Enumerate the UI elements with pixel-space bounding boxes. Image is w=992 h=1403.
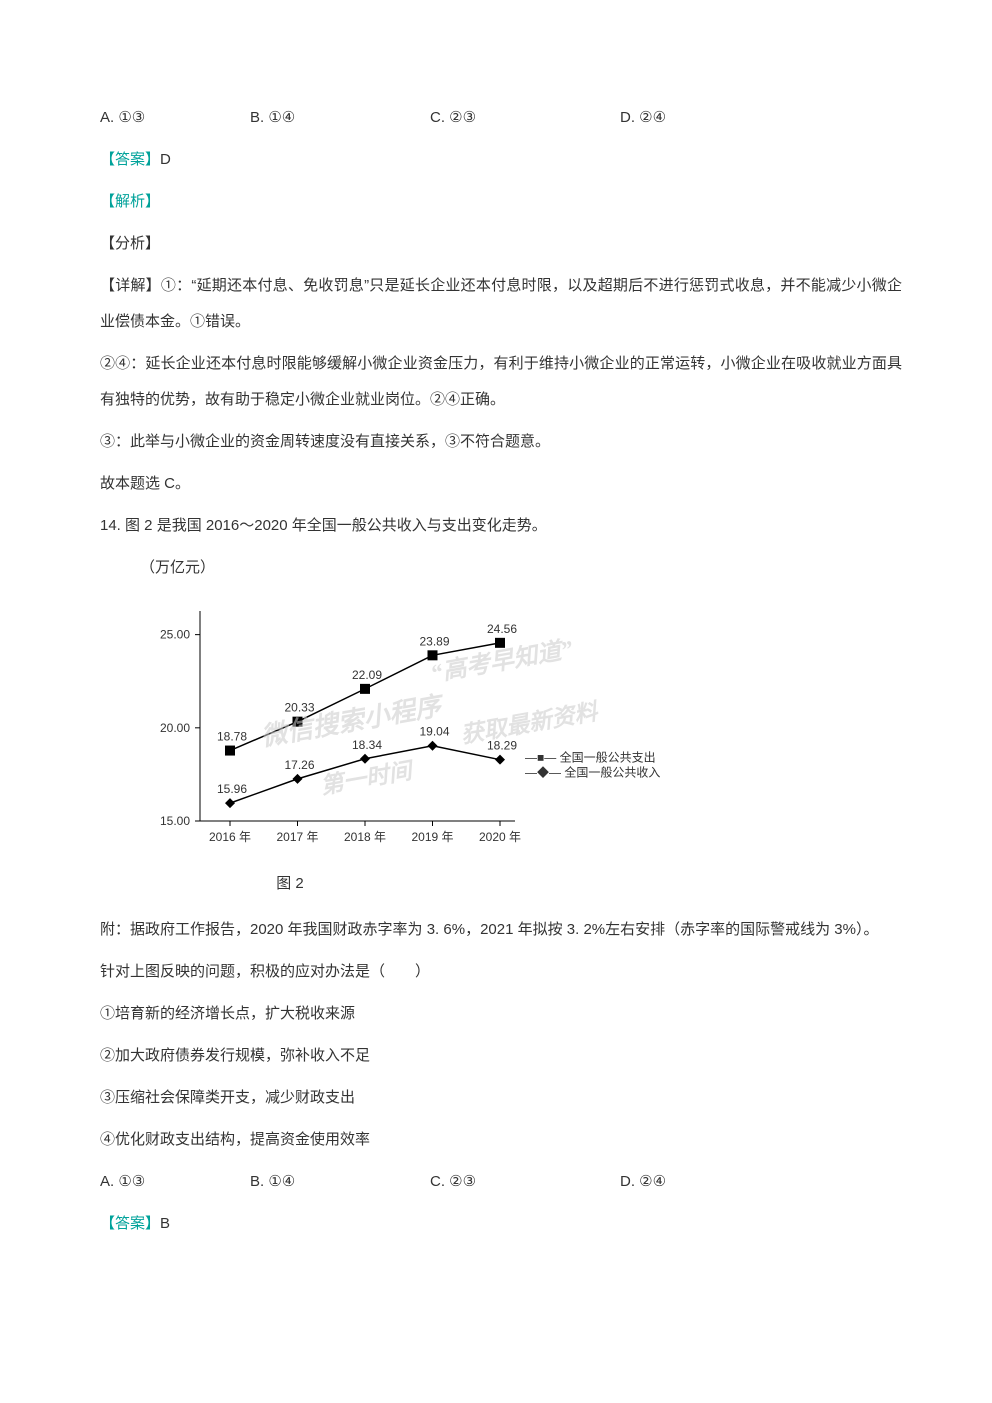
q14-stem: 14. 图 2 是我国 2016～2020 年全国一般公共收入与支出变化走势。 bbox=[100, 508, 902, 544]
svg-text:2018 年: 2018 年 bbox=[344, 830, 386, 844]
svg-text:2017 年: 2017 年 bbox=[276, 830, 318, 844]
q13-detail-1: 【详解】①：“延期还本付息、免收罚息”只是延长企业还本付息时限，以及超期后不进行… bbox=[100, 268, 902, 340]
q13-sub-label: 【分析】 bbox=[100, 226, 902, 262]
q13-option-C: C. ②③ bbox=[430, 100, 620, 136]
q14-options-row: A. ①③ B. ①④ C. ②③ D. ②④ bbox=[100, 1164, 902, 1200]
svg-text:17.26: 17.26 bbox=[284, 758, 314, 772]
chart-svg: 15.00 20.00 25.00 2016 年 2017 年 2018 年 2019 年 2… bbox=[130, 596, 690, 856]
svg-text:—◆— 全国一般公共收入: —◆— 全国一般公共收入 bbox=[525, 764, 660, 779]
svg-text:15.00: 15.00 bbox=[160, 814, 190, 828]
svg-text:19.04: 19.04 bbox=[419, 725, 449, 739]
q13-answer: 【答案】D bbox=[100, 142, 902, 178]
svg-text:18.29: 18.29 bbox=[487, 739, 517, 753]
q13-option-D: D. ②④ bbox=[620, 100, 740, 136]
q14-answer: 【答案】B bbox=[100, 1206, 902, 1242]
q13-analysis-label: 【解析】 bbox=[100, 184, 902, 220]
svg-text:20.00: 20.00 bbox=[160, 721, 190, 735]
svg-text:22.09: 22.09 bbox=[352, 668, 382, 682]
svg-text:2019 年: 2019 年 bbox=[411, 830, 453, 844]
answer-value: D bbox=[160, 151, 171, 168]
q13-detail-2: ②④：延长企业还本付息时限能够缓解小微企业资金压力，有利于维持小微企业的正常运转… bbox=[100, 346, 902, 418]
q14-chart: “高考早知道” 微信搜索小程序 获取最新资料 第一时间 15.0020.0025… bbox=[130, 596, 902, 856]
q13-detail-4: 故本题选 C。 bbox=[100, 466, 902, 502]
q14-option-D: D. ②④ bbox=[620, 1164, 740, 1200]
svg-text:2020 年: 2020 年 bbox=[479, 830, 521, 844]
chart-caption: 图 2 bbox=[100, 866, 480, 902]
svg-text:—■— 全国一般公共支出: —■— 全国一般公共支出 bbox=[525, 749, 656, 764]
q14-option-C: C. ②③ bbox=[430, 1164, 620, 1200]
q14-opt2: ②加大政府债券发行规模，弥补收入不足 bbox=[100, 1038, 902, 1074]
answer-label: 【答案】 bbox=[100, 1215, 160, 1232]
q13-option-A: A. ①③ bbox=[100, 100, 250, 136]
q14-option-B: B. ①④ bbox=[250, 1164, 430, 1200]
q14-note: 附：据政府工作报告，2020 年我国财政赤字率为 3. 6%，2021 年拟按 … bbox=[100, 912, 902, 948]
q13-option-B: B. ①④ bbox=[250, 100, 430, 136]
q14-opt1: ①培育新的经济增长点，扩大税收来源 bbox=[100, 996, 902, 1032]
svg-text:18.34: 18.34 bbox=[352, 738, 382, 752]
svg-text:25.00: 25.00 bbox=[160, 628, 190, 642]
q14-opt3: ③压缩社会保障类开支，减少财政支出 bbox=[100, 1080, 902, 1116]
q14-opt4: ④优化财政支出结构，提高资金使用效率 bbox=[100, 1122, 902, 1158]
q14-option-A: A. ①③ bbox=[100, 1164, 250, 1200]
q14-unit: （万亿元） bbox=[140, 550, 902, 586]
svg-text:24.56: 24.56 bbox=[487, 622, 517, 636]
q14-prompt: 针对上图反映的问题，积极的应对办法是（ ） bbox=[100, 954, 902, 990]
svg-text:18.78: 18.78 bbox=[217, 730, 247, 744]
svg-text:2016 年: 2016 年 bbox=[209, 830, 251, 844]
svg-text:15.96: 15.96 bbox=[217, 782, 247, 796]
svg-text:20.33: 20.33 bbox=[284, 701, 314, 715]
answer-label: 【答案】 bbox=[100, 151, 160, 168]
answer-value: B bbox=[160, 1215, 170, 1232]
svg-text:23.89: 23.89 bbox=[419, 634, 449, 648]
q13-options-row: A. ①③ B. ①④ C. ②③ D. ②④ bbox=[100, 100, 902, 136]
q13-detail-3: ③：此举与小微企业的资金周转速度没有直接关系，③不符合题意。 bbox=[100, 424, 902, 460]
